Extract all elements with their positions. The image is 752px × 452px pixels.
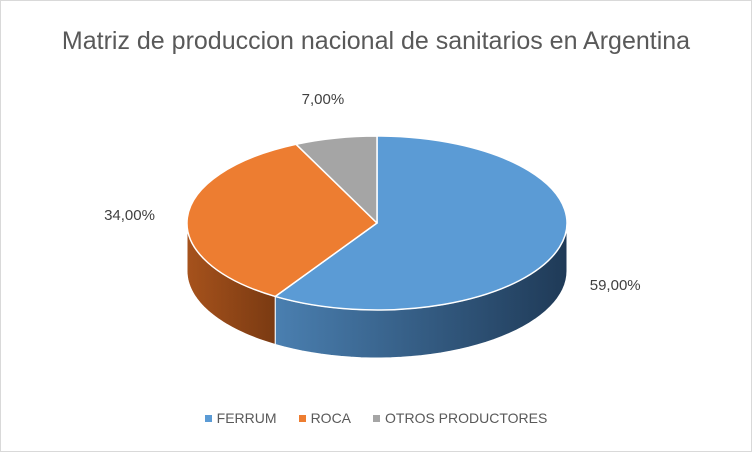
chart-title: Matriz de produccion nacional de sanitar… bbox=[61, 27, 691, 55]
legend-label-ferrum: FERRUM bbox=[216, 410, 277, 426]
pie-slice-ferrum[interactable] bbox=[274, 135, 568, 311]
legend-swatch-roca bbox=[298, 414, 306, 422]
pie-slice-otros-productores[interactable] bbox=[295, 135, 378, 224]
data-label-roca: 34,00% bbox=[104, 207, 155, 224]
legend-label-otros-productores: OTROS PRODUCTORES bbox=[385, 410, 548, 426]
chart-legend: FERRUM ROCA OTROS PRODUCTORES bbox=[1, 410, 751, 426]
legend-swatch-otros-productores bbox=[373, 414, 381, 422]
data-label-otros-productores: 7,00% bbox=[302, 91, 345, 108]
legend-swatch-ferrum bbox=[204, 414, 212, 422]
legend-item-ferrum: FERRUM bbox=[204, 410, 277, 426]
legend-item-otros-productores: OTROS PRODUCTORES bbox=[373, 410, 547, 426]
pie-slice-roca[interactable] bbox=[186, 143, 378, 298]
legend-item-roca: ROCA bbox=[298, 410, 352, 426]
data-label-ferrum: 59,00% bbox=[590, 277, 641, 294]
legend-label-roca: ROCA bbox=[310, 410, 352, 426]
